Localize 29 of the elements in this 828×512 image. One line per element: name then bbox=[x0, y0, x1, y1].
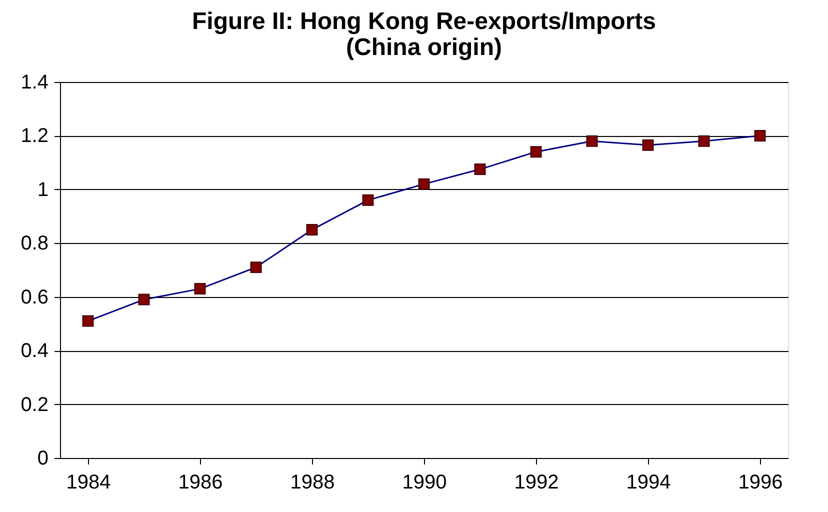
point bbox=[250, 262, 262, 274]
point bbox=[194, 283, 206, 295]
y-tick-label: 1 bbox=[37, 178, 48, 201]
point bbox=[586, 135, 598, 147]
x-tick-label: 1986 bbox=[178, 472, 223, 494]
x-tick-label: 1994 bbox=[626, 472, 671, 494]
x-tick-label: 1988 bbox=[290, 472, 335, 494]
x-tick-label: 1996 bbox=[738, 472, 783, 494]
y-tick-label: 0 bbox=[37, 448, 48, 470]
point bbox=[82, 315, 94, 327]
y-tick-label: 1.2 bbox=[20, 125, 48, 148]
y-tick-label: 0.6 bbox=[20, 286, 48, 308]
point bbox=[754, 130, 766, 142]
y-tick-label: 1.4 bbox=[20, 72, 48, 94]
chart-title: Figure II: Hong Kong Re-exports/Imports (China origin) bbox=[192, 8, 656, 61]
point bbox=[474, 164, 486, 176]
point bbox=[362, 194, 374, 206]
x-tick-label: 1992 bbox=[514, 472, 559, 494]
y-tick-label: 0.4 bbox=[20, 340, 48, 362]
point bbox=[418, 178, 430, 190]
point bbox=[306, 224, 318, 236]
y-tick-label: 0.2 bbox=[20, 394, 48, 416]
y-tick-label: 0.8 bbox=[20, 232, 48, 255]
point bbox=[698, 135, 710, 147]
x-tick-label: 1984 bbox=[66, 472, 111, 494]
point bbox=[642, 139, 654, 151]
point bbox=[138, 294, 150, 306]
x-tick-label: 1990 bbox=[402, 472, 447, 494]
point bbox=[530, 146, 542, 158]
